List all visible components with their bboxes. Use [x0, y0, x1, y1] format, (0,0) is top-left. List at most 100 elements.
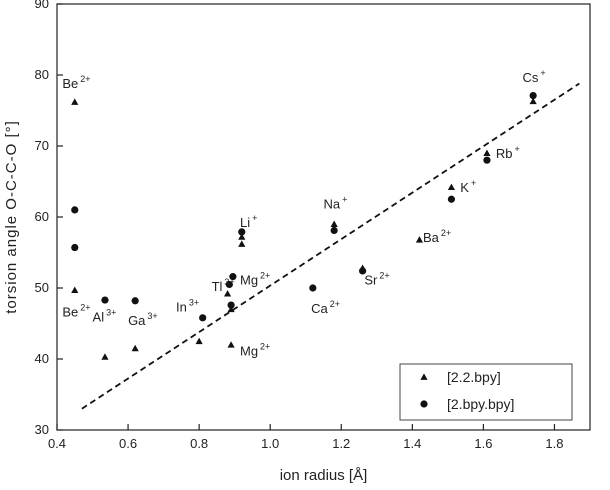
ion-label: Li + [240, 213, 257, 230]
ion-label: Ca 2+ [311, 299, 340, 316]
ion-charge: 3+ [147, 311, 157, 321]
circle-point [483, 156, 491, 164]
ion-charge: + [252, 213, 257, 223]
circle-point [309, 284, 317, 292]
ion-charge: 3+ [224, 277, 234, 287]
data-points [71, 91, 537, 360]
trendline-layer [81, 82, 580, 410]
triangle-point [238, 233, 246, 240]
legend-entry-label: [2.2.bpy] [447, 369, 501, 385]
ion-charge: 3+ [106, 307, 116, 317]
ion-label: In 3+ [176, 297, 199, 314]
plot-frame [56, 3, 591, 431]
ion-symbol: Tl [212, 279, 223, 294]
x-tick-label: 0.8 [190, 436, 208, 451]
circle-point [71, 206, 79, 214]
ion-label: Al 3+ [93, 307, 117, 324]
circle-point [447, 195, 456, 203]
ion-symbol: Al [93, 309, 105, 324]
triangle-point [131, 344, 139, 352]
ion-symbol: K [460, 180, 469, 195]
ion-charge: 2+ [379, 270, 389, 280]
triangle-point [447, 183, 456, 191]
y-tick-label: 60 [35, 209, 49, 224]
triangle-point [195, 337, 203, 345]
ion-symbol: Be [62, 76, 78, 91]
ion-symbol: Mg [240, 272, 258, 287]
circle-point [225, 280, 233, 289]
triangle-point [227, 341, 235, 348]
x-tick-label: 1.8 [545, 436, 563, 451]
circle-point [529, 91, 537, 100]
triangle-point [71, 98, 79, 105]
ion-symbol: Cs [522, 70, 538, 85]
ion-symbol: Be [62, 304, 78, 319]
ion-label: Ga 3+ [128, 311, 158, 328]
circle-point [229, 273, 237, 281]
ion-charge: 2+ [80, 302, 90, 312]
ion-charge: + [514, 144, 519, 154]
triangle-point [238, 240, 246, 247]
ion-label: Rb + [496, 144, 520, 161]
ion-label: Tl 3+ [212, 277, 235, 294]
legend-box [399, 363, 573, 421]
circle-point [330, 226, 338, 235]
ion-symbol: Rb [496, 146, 513, 161]
triangle-point [71, 286, 79, 294]
ion-label: Cs + [522, 68, 545, 85]
ion-label: Mg 2+ [240, 341, 270, 358]
ion-symbol: Ca [311, 301, 328, 316]
ion-charge: 2+ [260, 341, 270, 351]
ion-label: K + [460, 178, 476, 195]
triangle-point [223, 290, 232, 297]
y-tick-label: 30 [35, 422, 49, 437]
ion-charge: 2+ [260, 270, 270, 280]
circle-point [238, 228, 246, 236]
ion-label: Be 2+ [62, 74, 90, 91]
circle-point [358, 267, 367, 275]
circle-point [71, 243, 79, 252]
ion-label: Be 2+ [62, 302, 90, 319]
x-axis-label: ion radius [Å] [280, 467, 368, 484]
x-tick-label: 1.2 [332, 436, 350, 451]
ion-charge: 3+ [189, 297, 199, 307]
triangle-point [101, 353, 109, 360]
triangle-point [529, 97, 537, 105]
ion-label: Na + [324, 194, 348, 211]
ion-symbol: In [176, 299, 187, 314]
y-tick-label: 90 [35, 0, 49, 11]
legend-entry-label: [2.bpy.bpy] [447, 396, 514, 412]
x-tick-label: 0.6 [119, 436, 137, 451]
ion-symbol: Mg [240, 343, 258, 358]
axis-ticks: 0.4 0.6 0.8 1.0 1.2 1.4 1.6 1.8 30 40 50 60 70 80 90 [35, 0, 564, 451]
ion-symbol: Ba [423, 230, 440, 245]
legend: [2.2.bpy] [2.bpy.bpy] [399, 363, 573, 421]
y-axis-label: torsion angle O-C-C-O [°] [3, 120, 20, 314]
triangle-point [415, 236, 424, 243]
circle-point [227, 301, 235, 309]
ion-symbol: Sr [364, 272, 378, 287]
y-tick-label: 80 [35, 67, 49, 82]
ion-charge: + [342, 194, 347, 204]
triangle-point [330, 220, 338, 227]
x-tick-label: 0.4 [48, 436, 66, 451]
ion-charge: 2+ [330, 299, 340, 309]
ion-annotations: Be 2+Be 2+Al 3+Ga 3+In 3+Tl 3+ Mg 2+Mg 2+Li +Na +Ca… [62, 68, 545, 358]
x-tick-label: 1.6 [474, 436, 492, 451]
ion-charge: 2+ [441, 228, 451, 238]
circle-point [131, 297, 139, 305]
triangle-point [227, 305, 235, 313]
ion-label: Ba 2+ [423, 228, 451, 245]
circle-point [199, 314, 207, 322]
x-tick-label: 1.4 [403, 436, 421, 451]
ion-charge: + [471, 178, 476, 188]
trendline [81, 82, 580, 410]
y-tick-label: 70 [35, 138, 49, 153]
legend-triangle-marker [420, 373, 428, 380]
ion-charge: 2+ [80, 74, 90, 84]
ion-symbol: Na [324, 196, 341, 211]
ion-charge: + [540, 68, 545, 78]
circle-point [101, 296, 109, 304]
ion-symbol: Li [240, 215, 250, 230]
